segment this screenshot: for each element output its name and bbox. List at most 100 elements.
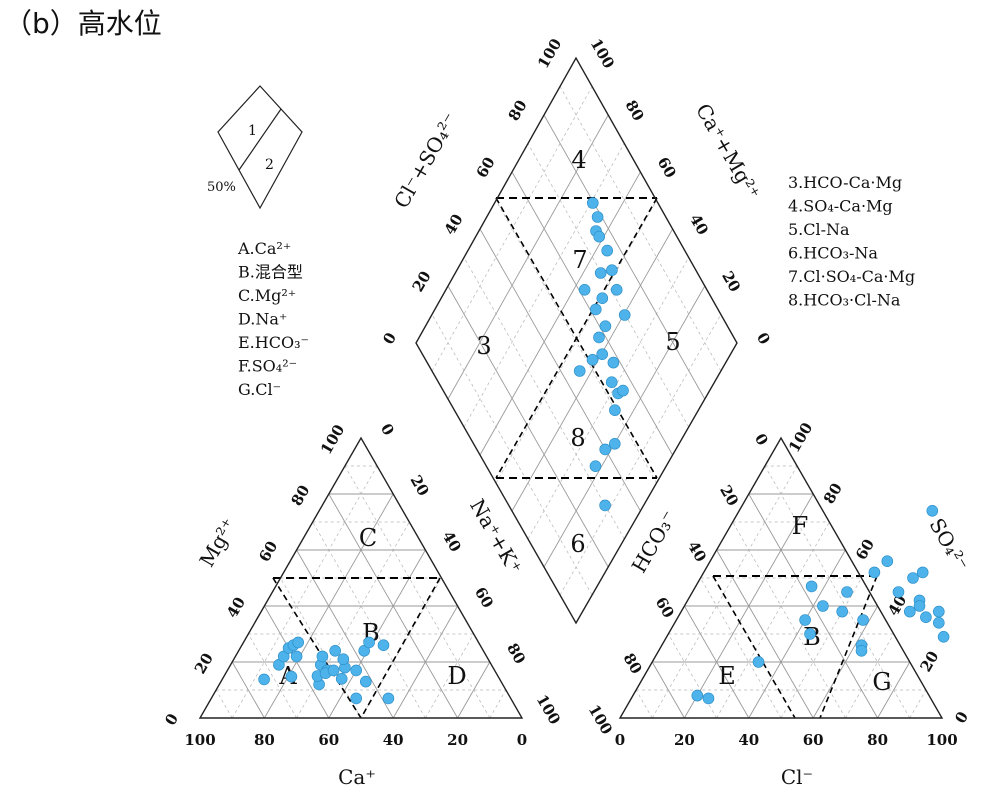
legend-diamond-50: 50% — [207, 180, 236, 195]
diamond-sample-point — [589, 303, 602, 316]
diamond-sample-point — [589, 460, 602, 473]
diamond-sample-point — [596, 292, 609, 305]
cation-bottom-tick: 40 — [383, 731, 404, 749]
diamond-zone-5: 5 — [665, 328, 680, 356]
legend-left-item: G.Cl⁻ — [238, 380, 281, 399]
diamond-grid-line — [527, 143, 690, 428]
anion-grid-line — [748, 493, 878, 719]
anion-bottom-tick: 60 — [803, 731, 824, 749]
diamond-sample-point — [601, 244, 614, 257]
anion-grid-line — [651, 465, 798, 719]
diamond-grid-line — [511, 228, 673, 512]
anion-sample-point — [804, 628, 816, 640]
diamond-left-tick: 80 — [505, 97, 531, 124]
anion-sample-point — [932, 605, 945, 618]
anion-left-tick: 0 — [751, 430, 772, 448]
cation-left-tick: 100 — [317, 421, 348, 457]
cation-sample-point — [359, 675, 372, 688]
anion-bottom-tick: 0 — [615, 731, 625, 749]
diamond-sample-point — [591, 211, 604, 223]
legend-right-item: 4.SO₄-Ca·Mg — [788, 197, 893, 216]
cation-axis-bottom-label: Ca⁺ — [338, 765, 376, 789]
cation-divider — [360, 577, 441, 719]
diamond-zone-6: 6 — [570, 530, 585, 558]
anion-bottom-tick: 20 — [674, 731, 695, 749]
diamond-sample-point — [609, 404, 621, 417]
cation-left-tick: 40 — [223, 594, 249, 621]
cation-sample-point — [316, 650, 329, 663]
diamond-zone-8: 8 — [570, 424, 585, 452]
diamond-sample-point — [594, 267, 607, 279]
anion-bottom-tick: 100 — [926, 731, 957, 749]
anion-grid-line — [716, 521, 830, 719]
anion-sample-point — [892, 586, 905, 598]
legend-left-item: D.Na⁺ — [238, 310, 287, 329]
diamond-axis-left-label: Cl⁻+SO₄²⁻ — [389, 109, 463, 213]
diamond-sample-point — [593, 230, 606, 243]
anion-sample-point — [881, 555, 894, 568]
anion-sample-point — [817, 600, 829, 612]
cation-bottom-tick: 20 — [447, 731, 468, 749]
legend-left-item: C.Mg²⁺ — [238, 286, 296, 305]
diamond-grid-line — [543, 114, 706, 400]
anion-bottom-tick: 80 — [867, 731, 888, 749]
diamond-grid-line — [447, 114, 609, 400]
diamond-left-tick: 20 — [409, 268, 435, 295]
diamond-sample-point — [593, 331, 605, 344]
diamond-sample-point — [586, 353, 599, 366]
cation-bottom-tick: 0 — [517, 731, 527, 749]
diamond-sample-point — [608, 437, 621, 450]
cation-grid-line — [344, 465, 491, 719]
cation-grid-line — [328, 493, 458, 719]
cation-sample-point — [258, 673, 270, 686]
cation-sample-point — [350, 692, 363, 705]
legend-left: A.Ca²⁺ B.混合型 C.Mg²⁺ D.Na⁺ E.HCO₃⁻ F.SO₄²⁻ G.Cl… — [237, 239, 309, 399]
anion-sample-point — [805, 580, 818, 593]
anion-grid-line — [764, 465, 911, 719]
zone-dividers — [272, 197, 878, 719]
anion-triangle-frame — [618, 436, 944, 719]
diamond-grid-line — [479, 228, 641, 512]
cation-sample-point — [285, 670, 298, 683]
anion-divider — [819, 575, 878, 719]
anion-grid-line — [780, 577, 862, 719]
cation-grid-line — [312, 521, 426, 719]
anion-grid-line — [684, 493, 814, 719]
diamond-right-tick: 0 — [753, 329, 774, 347]
anion-sample-point — [920, 611, 932, 624]
legend-right-item: 7.Cl·SO₄-Ca·Mg — [788, 267, 915, 286]
diamond-frame — [415, 56, 738, 625]
diamond-divider — [495, 197, 658, 479]
cation-sample-point — [350, 664, 363, 677]
legend-left-item: B.混合型 — [238, 263, 303, 282]
diamond-sample-point — [573, 365, 586, 377]
diamond-grid-line — [463, 143, 625, 428]
cation-grid-line — [247, 633, 297, 719]
diamond-right-tick: 60 — [654, 154, 680, 181]
diamond-sample-point — [586, 197, 599, 209]
anion-sample-point — [937, 630, 950, 643]
cation-sample-point — [377, 639, 390, 652]
anion-zone-f: F — [792, 512, 809, 540]
anion-sample-point — [752, 656, 765, 668]
cation-sample-point — [363, 636, 375, 649]
diamond-zone-4: 4 — [571, 146, 586, 174]
cation-grid-line — [231, 465, 378, 719]
diamond-left-tick: 60 — [473, 154, 499, 181]
cation-grid-line — [296, 521, 410, 719]
anion-sample-point — [913, 600, 926, 612]
cation-zone-d: D — [447, 662, 466, 690]
diamond-sample-point — [607, 356, 620, 369]
cation-sample-point — [337, 653, 350, 666]
anion-left-tick: 60 — [652, 594, 678, 621]
cation-bottom-tick: 100 — [184, 731, 215, 749]
diamond-right-tick: 80 — [622, 97, 648, 124]
anion-left-tick: 100 — [585, 701, 616, 737]
diamond-sample-point — [618, 309, 631, 321]
cation-sample-point — [329, 644, 342, 657]
diamond-sample-point — [605, 376, 618, 389]
legend-left-item: A.Ca²⁺ — [237, 239, 291, 258]
anion-zone-e: E — [718, 662, 736, 690]
cation-right-tick: 80 — [503, 640, 529, 667]
